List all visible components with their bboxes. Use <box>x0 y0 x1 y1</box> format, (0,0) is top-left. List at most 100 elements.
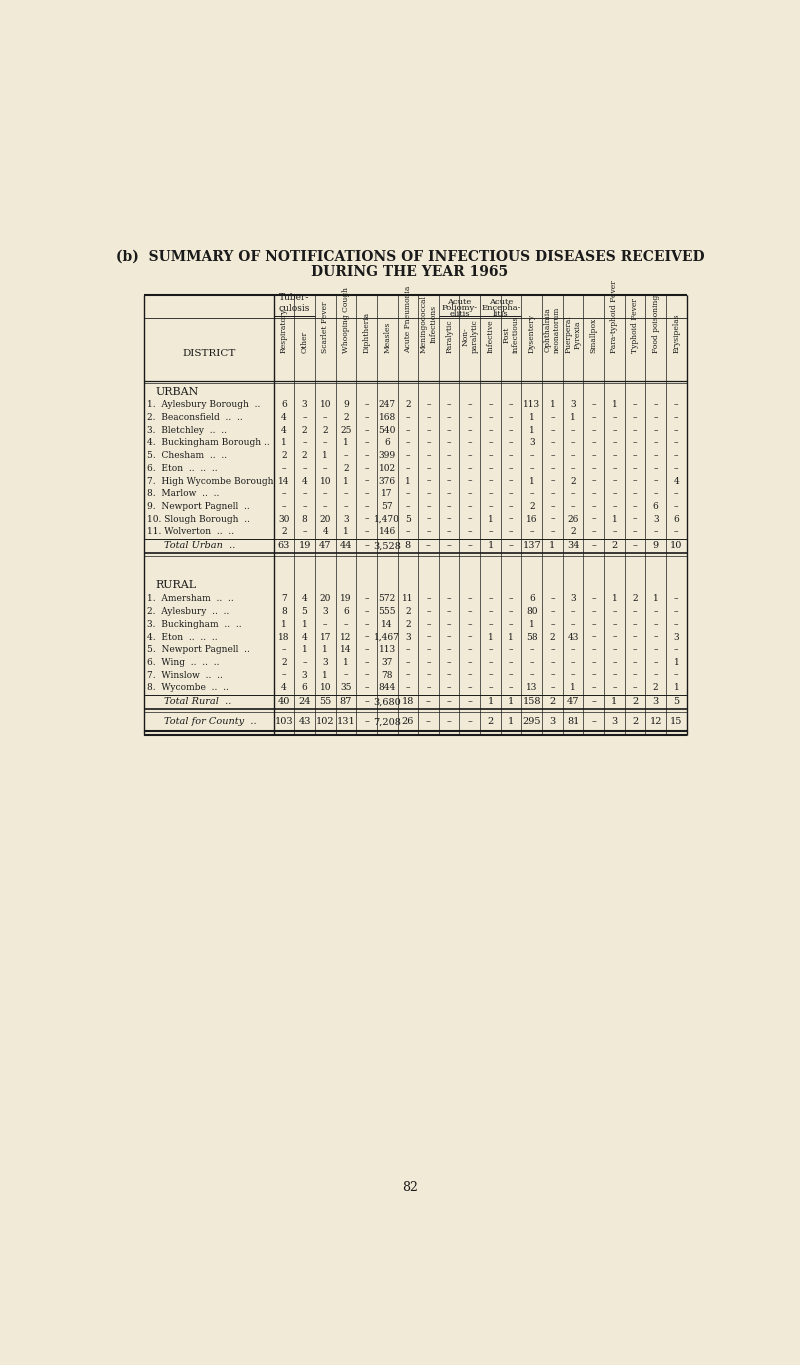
Text: Acute: Acute <box>489 298 513 306</box>
Text: –: – <box>633 464 638 472</box>
Text: –: – <box>633 489 638 498</box>
Text: 80: 80 <box>526 607 538 616</box>
Text: –: – <box>550 489 554 498</box>
Text: 2: 2 <box>405 620 410 629</box>
Text: –: – <box>633 414 638 422</box>
Text: –: – <box>530 646 534 654</box>
Text: –: – <box>571 464 575 472</box>
Text: –: – <box>447 426 451 434</box>
Text: –: – <box>344 450 348 460</box>
Text: 5: 5 <box>405 515 410 524</box>
Text: 1: 1 <box>487 632 494 642</box>
Text: –: – <box>633 527 638 536</box>
Text: –: – <box>426 607 430 616</box>
Text: –: – <box>488 684 493 692</box>
Text: Total Urban  ..: Total Urban .. <box>163 542 235 550</box>
Text: –: – <box>364 414 369 422</box>
Text: –: – <box>323 414 327 422</box>
Text: –: – <box>509 400 514 410</box>
Text: Smallpox: Smallpox <box>590 318 598 354</box>
Text: 2: 2 <box>653 684 658 692</box>
Text: –: – <box>446 698 451 706</box>
Text: –: – <box>426 670 430 680</box>
Text: –: – <box>467 464 472 472</box>
Text: –: – <box>550 426 554 434</box>
Text: 4: 4 <box>281 684 287 692</box>
Text: 1.  Aylesbury Borough  ..: 1. Aylesbury Borough .. <box>147 400 261 410</box>
Text: 9: 9 <box>343 400 349 410</box>
Text: –: – <box>447 594 451 603</box>
Text: 4: 4 <box>281 414 287 422</box>
Text: –: – <box>509 438 514 448</box>
Text: –: – <box>406 438 410 448</box>
Text: –: – <box>426 698 431 706</box>
Text: –: – <box>571 438 575 448</box>
Text: –: – <box>509 414 514 422</box>
Text: –: – <box>467 632 472 642</box>
Text: Respiratory: Respiratory <box>280 308 288 354</box>
Text: –: – <box>447 464 451 472</box>
Text: 2: 2 <box>570 527 576 536</box>
Text: –: – <box>591 464 596 472</box>
Text: (b)  SUMMARY OF NOTIFICATIONS OF INFECTIOUS DISEASES RECEIVED: (b) SUMMARY OF NOTIFICATIONS OF INFECTIO… <box>116 250 704 263</box>
Text: –: – <box>612 527 617 536</box>
Text: –: – <box>282 502 286 511</box>
Text: –: – <box>488 620 493 629</box>
Text: 158: 158 <box>522 698 541 706</box>
Text: –: – <box>282 646 286 654</box>
Text: Ophthalmia
neonatorum: Ophthalmia neonatorum <box>544 307 561 354</box>
Text: –: – <box>426 476 430 486</box>
Text: –: – <box>364 400 369 410</box>
Text: –: – <box>447 658 451 667</box>
Text: –: – <box>674 670 678 680</box>
Text: 14: 14 <box>340 646 352 654</box>
Text: –: – <box>364 438 369 448</box>
Text: 3: 3 <box>302 670 307 680</box>
Text: Dysentery: Dysentery <box>528 314 536 354</box>
Text: 9.  Newport Pagnell  ..: 9. Newport Pagnell .. <box>147 502 250 511</box>
Text: 113: 113 <box>523 400 540 410</box>
Text: –: – <box>447 400 451 410</box>
Text: 844: 844 <box>378 684 396 692</box>
Text: –: – <box>591 515 596 524</box>
Text: 12: 12 <box>650 718 662 726</box>
Text: –: – <box>488 607 493 616</box>
Text: –: – <box>530 658 534 667</box>
Text: 18: 18 <box>278 632 290 642</box>
Text: –: – <box>282 489 286 498</box>
Text: –: – <box>654 400 658 410</box>
Text: –: – <box>612 632 617 642</box>
Text: 1: 1 <box>529 414 534 422</box>
Text: 15: 15 <box>670 718 682 726</box>
Text: –: – <box>530 527 534 536</box>
Text: 2: 2 <box>632 698 638 706</box>
Text: –: – <box>550 476 554 486</box>
Text: 20: 20 <box>319 594 331 603</box>
Text: 137: 137 <box>522 542 541 550</box>
Text: 2: 2 <box>302 426 307 434</box>
Text: 8: 8 <box>281 607 287 616</box>
Text: –: – <box>674 646 678 654</box>
Text: –: – <box>654 620 658 629</box>
Text: 2: 2 <box>281 450 286 460</box>
Text: –: – <box>364 607 369 616</box>
Text: –: – <box>550 594 554 603</box>
Text: –: – <box>612 670 617 680</box>
Text: 26: 26 <box>567 515 578 524</box>
Text: 572: 572 <box>378 594 396 603</box>
Text: 2: 2 <box>487 718 494 726</box>
Text: 1: 1 <box>322 646 328 654</box>
Text: –: – <box>488 438 493 448</box>
Text: 6: 6 <box>384 438 390 448</box>
Text: 81: 81 <box>567 718 579 726</box>
Text: –: – <box>550 670 554 680</box>
Text: 10: 10 <box>319 684 331 692</box>
Text: Paralytic: Paralytic <box>445 319 453 354</box>
Text: 1: 1 <box>570 414 576 422</box>
Text: –: – <box>467 542 472 550</box>
Text: –: – <box>488 502 493 511</box>
Text: 1: 1 <box>343 476 349 486</box>
Text: –: – <box>302 489 307 498</box>
Text: 6.  Wing  ..  ..  ..: 6. Wing .. .. .. <box>147 658 220 667</box>
Text: 14: 14 <box>382 620 393 629</box>
